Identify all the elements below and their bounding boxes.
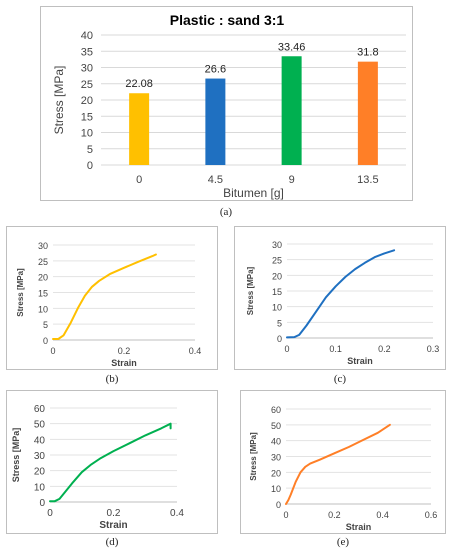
y-tick-label: 40 bbox=[271, 437, 281, 447]
x-tick-label: 0.2 bbox=[118, 346, 131, 356]
x-tick-label: 13.5 bbox=[357, 174, 378, 186]
y-tick-label: 0 bbox=[276, 500, 281, 510]
bar bbox=[129, 93, 150, 165]
y-tick-label: 20 bbox=[272, 271, 282, 281]
y-tick-label: 40 bbox=[81, 30, 93, 42]
y-tick-label: 30 bbox=[81, 63, 93, 75]
bar bbox=[205, 78, 226, 165]
bar-value-label: 22.08 bbox=[125, 78, 153, 90]
y-tick-label: 15 bbox=[272, 287, 282, 297]
y-tick-label: 25 bbox=[38, 257, 48, 267]
line-chart-b-svg: 0 5 10 15 20 25 30 0 0.2 0.4 Strain Stress [MPa] bbox=[16, 241, 202, 368]
y-tick-label: 25 bbox=[272, 256, 282, 266]
x-tick-label: 0.2 bbox=[107, 508, 121, 519]
x-tick-label: 0 bbox=[284, 344, 289, 354]
series-line bbox=[285, 423, 391, 505]
x-tick-label: 0 bbox=[50, 346, 55, 356]
y-tick-label: 5 bbox=[43, 320, 48, 330]
chart-panel-c: 0 5 10 15 20 25 30 0 0.1 0.2 0.3 Strain Stress [MPa] bbox=[234, 226, 446, 370]
caption-e: (e) bbox=[336, 536, 350, 548]
y-tick-label: 20 bbox=[34, 467, 46, 478]
caption-a: (a) bbox=[219, 206, 233, 218]
bar-value-label: 33.46 bbox=[278, 41, 306, 53]
x-axis-label: Bitumen [g] bbox=[223, 186, 284, 200]
x-tick-label: 0.3 bbox=[427, 344, 440, 354]
series-line bbox=[49, 422, 172, 503]
x-tick-label: 0.2 bbox=[328, 510, 341, 520]
x-tick-label: 0.4 bbox=[376, 510, 389, 520]
y-axis-label: Stress [MPa] bbox=[52, 66, 66, 135]
bar bbox=[357, 61, 378, 165]
x-axis-label: Strain bbox=[346, 522, 372, 532]
y-tick-label: 5 bbox=[277, 318, 282, 328]
bar bbox=[281, 56, 302, 165]
y-tick-label: 0 bbox=[277, 334, 282, 344]
y-tick-label: 40 bbox=[34, 435, 46, 446]
line-chart-e-svg: 0 10 20 30 40 50 60 0 0.2 0.4 0.6 Strain Stress [MPa… bbox=[249, 405, 438, 532]
caption-b: (b) bbox=[105, 373, 119, 385]
chart-panel-d: 0 10 20 30 40 50 60 0 0.2 0.4 Strain Stress [MPa] bbox=[6, 390, 218, 534]
y-tick-label: 5 bbox=[87, 144, 93, 156]
y-tick-label: 30 bbox=[272, 240, 282, 250]
y-tick-label: 30 bbox=[34, 451, 46, 462]
y-axis-label: Stress [MPa] bbox=[249, 432, 258, 481]
x-tick-label: 0.4 bbox=[189, 346, 202, 356]
y-tick-label: 25 bbox=[81, 79, 93, 91]
y-tick-label: 0 bbox=[87, 160, 93, 172]
y-tick-label: 10 bbox=[271, 484, 281, 494]
chart-title: Plastic : sand 3:1 bbox=[170, 12, 285, 28]
bar-value-label: 31.8 bbox=[357, 47, 378, 59]
chart-panel-e: 0 10 20 30 40 50 60 0 0.2 0.4 0.6 Strain Stress [MPa… bbox=[240, 390, 446, 534]
x-tick-label: 4.5 bbox=[208, 174, 223, 186]
line-chart-c-svg: 0 5 10 15 20 25 30 0 0.1 0.2 0.3 Strain Stress [MPa] bbox=[246, 240, 440, 366]
series-line bbox=[52, 253, 157, 340]
x-tick-label: 0.4 bbox=[170, 508, 184, 519]
y-tick-label: 50 bbox=[271, 421, 281, 431]
y-axis-label: Stress [MPa] bbox=[11, 428, 21, 483]
y-tick-label: 0 bbox=[43, 336, 48, 346]
y-tick-label: 20 bbox=[271, 468, 281, 478]
x-axis-label: Strain bbox=[99, 520, 127, 531]
x-axis-label: Strain bbox=[347, 356, 373, 366]
y-tick-label: 60 bbox=[34, 404, 46, 415]
y-tick-label: 60 bbox=[271, 405, 281, 415]
y-tick-label: 10 bbox=[34, 482, 46, 493]
bar-chart-svg: Plastic : sand 3:1 0 5 10 15 20 25 30 35 40 22.08 0… bbox=[52, 12, 406, 200]
y-tick-label: 30 bbox=[271, 453, 281, 463]
x-tick-label: 0.6 bbox=[425, 510, 438, 520]
y-tick-label: 10 bbox=[81, 128, 93, 140]
y-tick-label: 10 bbox=[38, 304, 48, 314]
line-chart-d-svg: 0 10 20 30 40 50 60 0 0.2 0.4 Strain Stress [MPa] bbox=[11, 404, 184, 531]
x-tick-label: 0.2 bbox=[378, 344, 391, 354]
y-tick-label: 30 bbox=[38, 241, 48, 251]
x-tick-label: 9 bbox=[289, 174, 295, 186]
y-axis-label: Stress [MPa] bbox=[16, 268, 25, 317]
y-tick-label: 15 bbox=[38, 289, 48, 299]
x-axis-label: Strain bbox=[111, 358, 137, 368]
chart-panel-a: Plastic : sand 3:1 0 5 10 15 20 25 30 35 40 22.08 0… bbox=[40, 6, 413, 201]
x-tick-label: 0 bbox=[283, 510, 288, 520]
y-tick-label: 20 bbox=[38, 273, 48, 283]
y-axis-label: Stress [MPa] bbox=[246, 266, 255, 315]
y-tick-label: 20 bbox=[81, 95, 93, 107]
x-tick-label: 0.1 bbox=[329, 344, 342, 354]
x-tick-label: 0 bbox=[47, 508, 53, 519]
series-line bbox=[286, 249, 396, 339]
bar-value-label: 26.6 bbox=[205, 64, 226, 76]
y-tick-label: 0 bbox=[39, 498, 45, 509]
chart-panel-b: 0 5 10 15 20 25 30 0 0.2 0.4 Strain Stress [MPa] bbox=[6, 226, 218, 370]
y-tick-label: 10 bbox=[272, 303, 282, 313]
y-tick-label: 35 bbox=[81, 46, 93, 58]
y-tick-label: 50 bbox=[34, 420, 46, 431]
caption-d: (d) bbox=[105, 536, 119, 548]
caption-c: (c) bbox=[333, 373, 347, 385]
y-tick-label: 15 bbox=[81, 111, 93, 123]
x-tick-label: 0 bbox=[136, 174, 142, 186]
